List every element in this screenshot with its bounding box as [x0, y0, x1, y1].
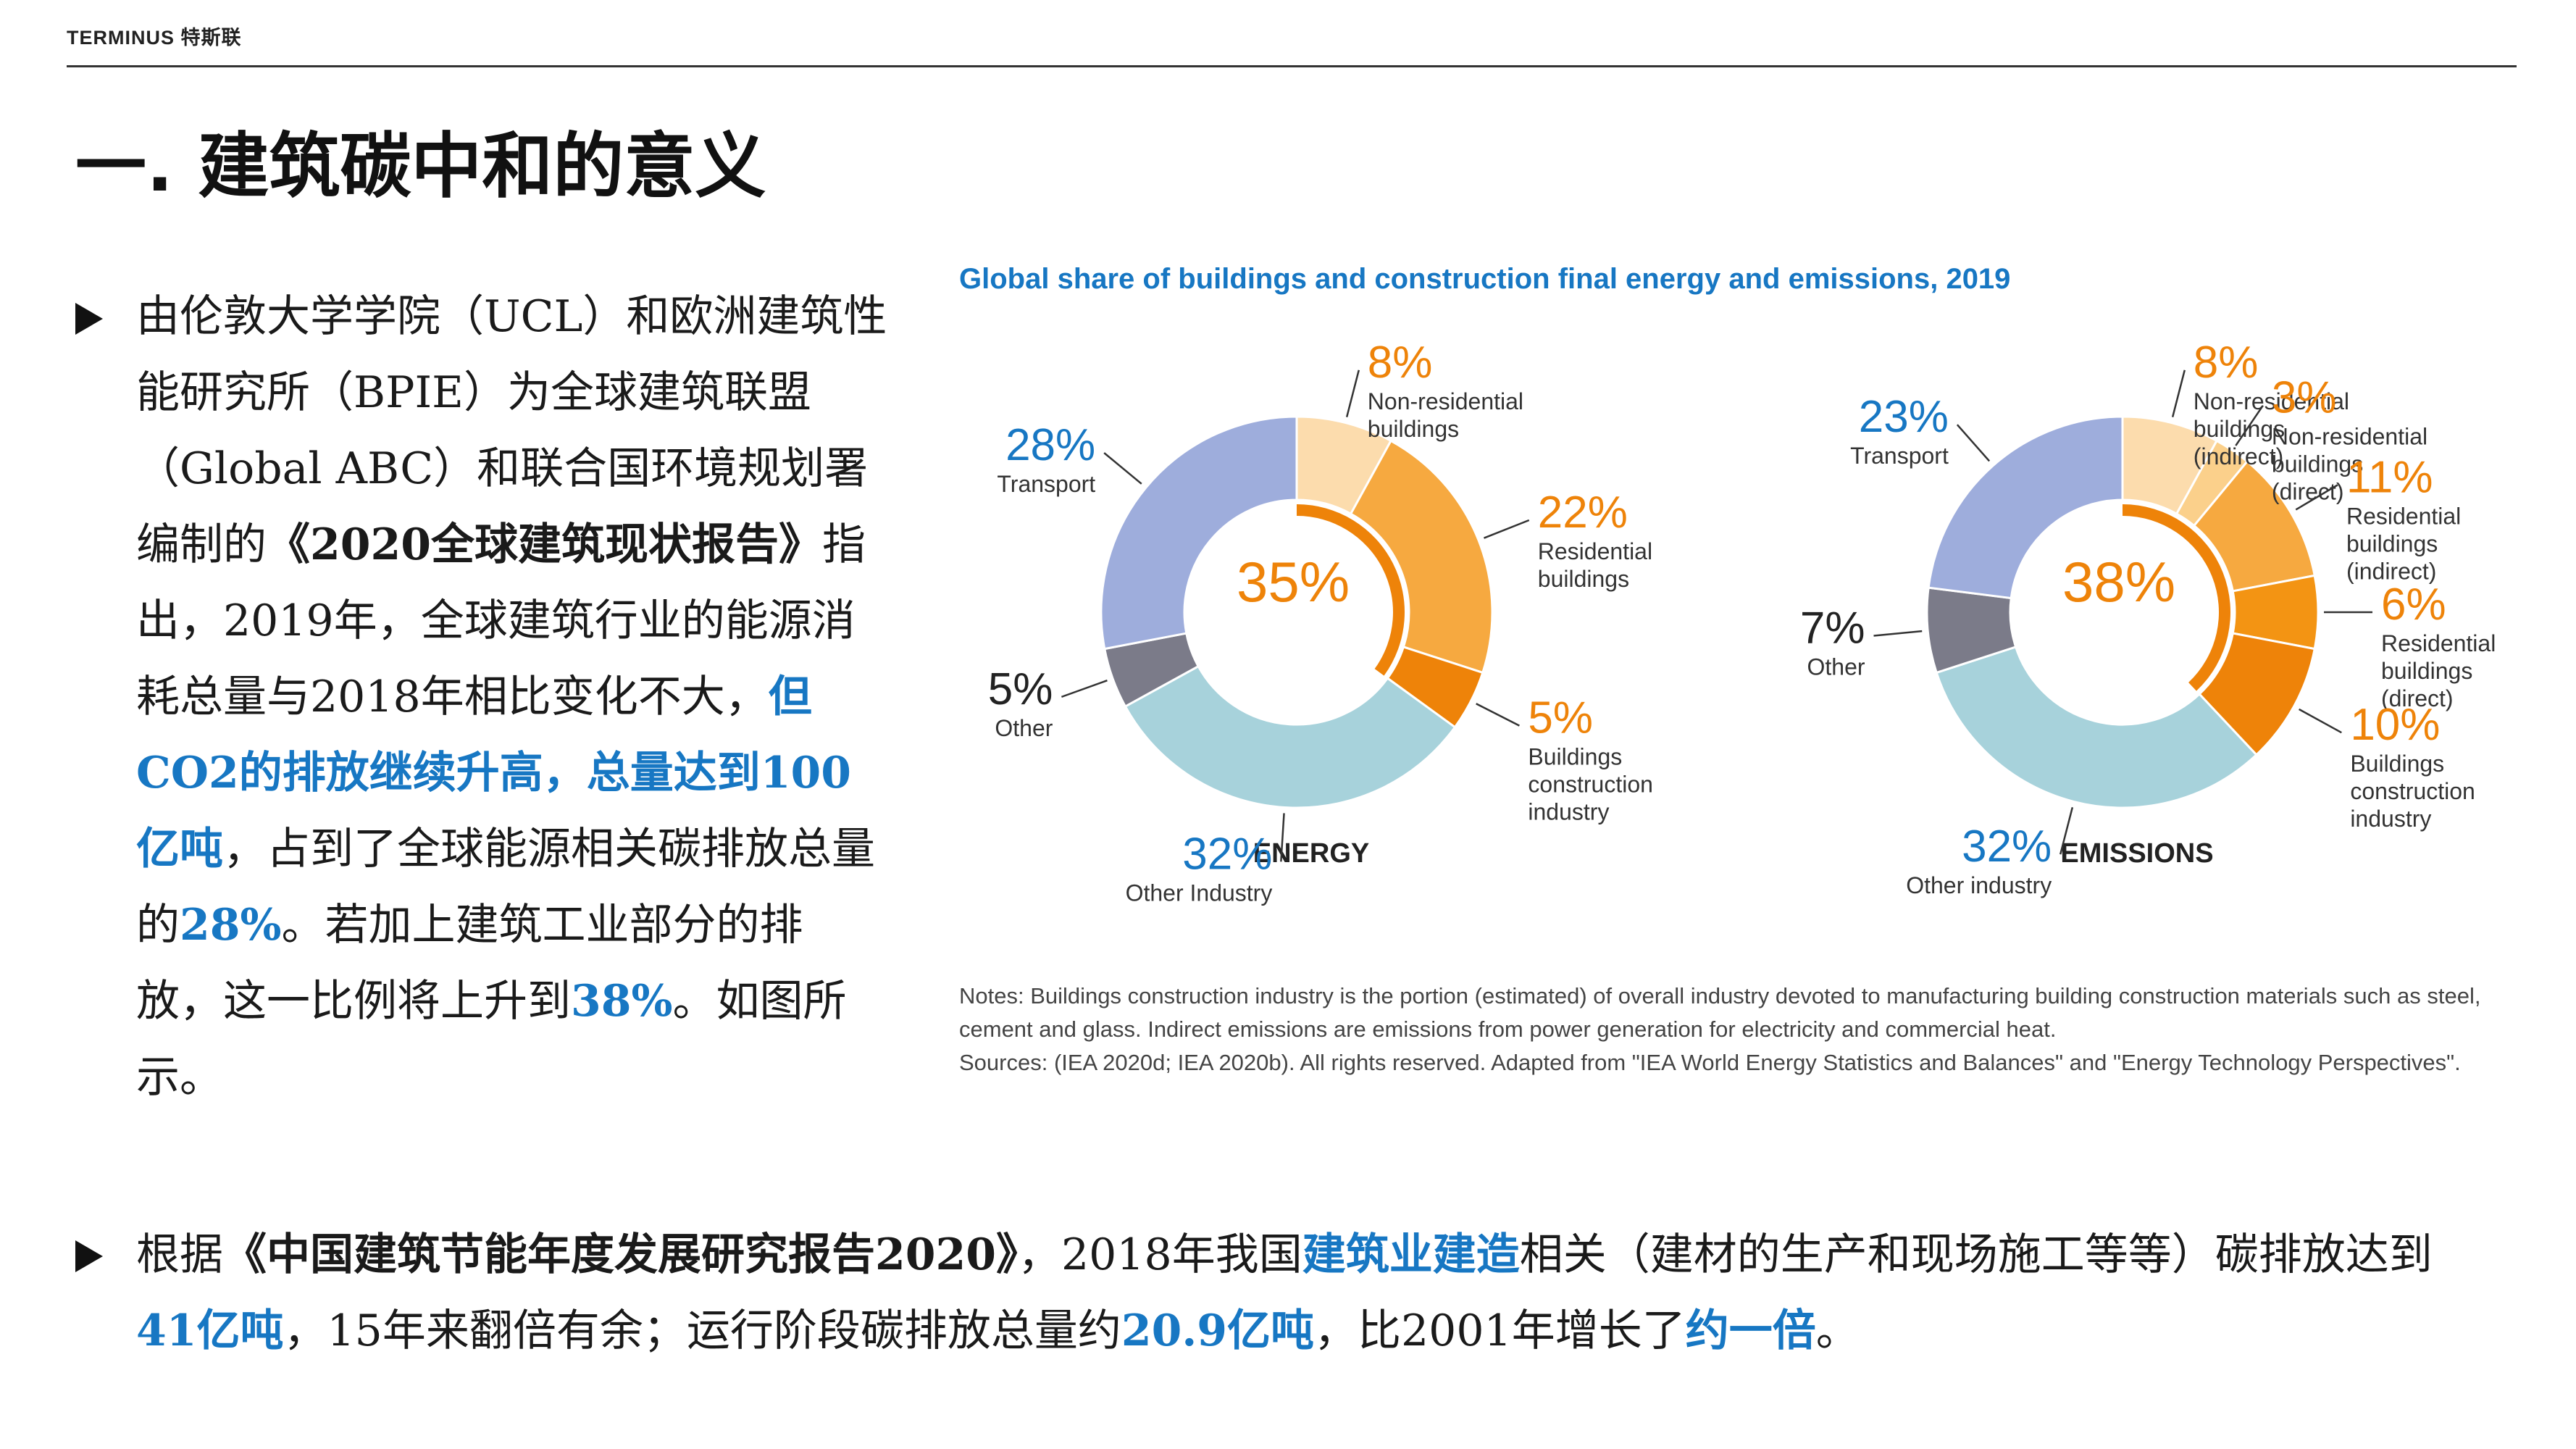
slice-label: (direct): [2381, 685, 2454, 711]
text: 相关（建材的生产和现场施工等等）碳排放达到: [1519, 1229, 2433, 1280]
slice-percent: 32%: [1182, 829, 1272, 879]
text: ，占到了全球能源相关碳排放总量的: [136, 824, 875, 951]
paragraph-china-report: 根据《中国建筑节能年度发展研究报告2020》，2018年我国建筑业建造相关（建材…: [136, 1217, 2454, 1369]
slice-percent: 5%: [988, 664, 1053, 714]
leader-line: [1476, 703, 1520, 727]
leader-line: [1484, 519, 1530, 539]
slice-percent: 8%: [1368, 338, 1433, 388]
highlight-20-9: 20.9亿吨: [1121, 1306, 1314, 1356]
text: 由伦敦大学学院（UCL）和欧洲建筑性能研究所（BPIE）为全球建筑联盟（Glob…: [136, 291, 887, 570]
slice-label: buildings: [2194, 416, 2285, 442]
header-divider: [67, 65, 2517, 67]
buildings-share-ring: [2123, 504, 2230, 691]
chart-name: ENERGY: [1253, 838, 1369, 869]
slice-label: industry: [1528, 799, 1609, 825]
bullet-arrow-icon: [75, 1240, 103, 1272]
chart-name: EMISSIONS: [2060, 838, 2213, 869]
buildings-share-ring: [1297, 504, 1405, 676]
slice-label: Residential: [2346, 503, 2461, 529]
slice-percent: 3%: [2272, 373, 2337, 423]
page-title: 一. 建筑碳中和的意义: [75, 125, 766, 208]
slice-label: Other Industry: [1126, 880, 1273, 906]
slice-label: construction: [2350, 778, 2475, 804]
slice-label: Buildings: [1528, 744, 1622, 770]
text: 。如图所示。: [136, 976, 847, 1103]
leader-line: [2299, 708, 2342, 734]
donut-slice: [1935, 646, 2258, 809]
slice-percent: 23%: [1859, 392, 1949, 442]
chart-title: Global share of buildings and constructi…: [959, 263, 2010, 295]
report-title: 《2020全球建筑现状报告》: [267, 519, 822, 570]
slice-label: Non-residential: [2194, 388, 2349, 414]
leader-line: [1873, 630, 1923, 637]
highlight-construction: 建筑业建造: [1302, 1229, 1520, 1280]
notes-text: Notes: Buildings construction industry i…: [959, 983, 2481, 1042]
sources-text: Sources: (IEA 2020d; IEA 2020b). All rig…: [959, 1050, 2461, 1075]
slice-percent: 32%: [1962, 822, 2052, 872]
bullet-arrow-icon: [75, 303, 103, 335]
slice-label: construction: [1528, 772, 1653, 798]
slice-label: (indirect): [2194, 443, 2283, 469]
slice-percent: 6%: [2381, 580, 2446, 630]
center-value: 35%: [1237, 550, 1350, 614]
text: ，15年来翻倍有余；运行阶段碳排放总量约: [283, 1306, 1121, 1356]
slice-percent: 10%: [2350, 700, 2440, 750]
text: 。若加上建筑工业部分的排放，这一比例将上升到: [136, 900, 803, 1027]
slice-label: (direct): [2272, 479, 2344, 505]
slice-label: industry: [2350, 806, 2431, 832]
text: 指出，2019年，全球建筑行业的能源消耗总量与2018年相比变化不大，: [136, 519, 866, 722]
highlight-double: 约一倍: [1685, 1306, 1816, 1356]
slice-label: buildings: [2272, 451, 2363, 477]
donut-charts: Global share of buildings and constructi…: [959, 263, 2496, 906]
slice-label: buildings: [2381, 658, 2472, 684]
slice-percent: 5%: [1528, 693, 1593, 743]
slice-label: Other: [1807, 653, 1865, 680]
text: 。: [1815, 1306, 1860, 1356]
highlight-28pct: 28%: [180, 900, 282, 951]
leader-line: [2235, 404, 2264, 446]
slice-label: Other: [995, 715, 1053, 741]
text: ，2018年我国: [1018, 1229, 1302, 1280]
leader-line: [2059, 806, 2074, 855]
paragraph-global-report: 由伦敦大学学院（UCL）和欧洲建筑性能研究所（BPIE）为全球建筑联盟（Glob…: [136, 279, 890, 1116]
highlight-41: 41亿吨: [136, 1306, 284, 1356]
slice-percent: 7%: [1800, 603, 1865, 653]
leader-line: [1061, 679, 1108, 698]
text: ，比2001年增长了: [1314, 1306, 1686, 1356]
leader-line: [1345, 369, 1360, 418]
slice-label: Non-residential: [1368, 388, 1523, 414]
slice-label: Buildings: [2350, 751, 2444, 777]
donut-slice: [1349, 439, 1494, 675]
slice-label: Residential: [1538, 538, 1652, 564]
slice-label: buildings: [1538, 566, 1629, 592]
slice-label: Other industry: [1906, 872, 2052, 898]
slice-label: Non-residential: [2272, 424, 2427, 450]
report-title: 《中国建筑节能年度发展研究报告2020》: [223, 1229, 1018, 1280]
brand-logo: TERMINUS 特斯联: [67, 27, 242, 49]
slice-percent: 22%: [1538, 488, 1628, 538]
text: 根据: [136, 1229, 223, 1280]
slice-label: Transport: [1850, 443, 1949, 469]
leader-line: [1103, 452, 1142, 485]
slice-label: Residential: [2381, 630, 2496, 656]
center-value: 38%: [2062, 550, 2175, 614]
donut-slice: [1927, 415, 2124, 600]
highlight-co2: 但CO2的排放继续升高，总量达到100亿吨: [136, 672, 852, 874]
slice-percent: 8%: [2194, 338, 2259, 388]
slice-label: (indirect): [2346, 558, 2436, 584]
chart-notes: Notes: Buildings construction industry i…: [959, 980, 2524, 1080]
leader-line: [2295, 484, 2338, 511]
slice-percent: 11%: [2346, 452, 2433, 502]
slice-label: Transport: [997, 471, 1095, 497]
donut-slice: [1100, 415, 1298, 651]
leader-line: [2171, 369, 2186, 418]
leader-line: [1956, 424, 1991, 462]
leader-line: [1280, 813, 1285, 862]
slice-label: buildings: [1368, 416, 1459, 442]
slice-label: buildings: [2346, 530, 2438, 556]
highlight-38pct: 38%: [571, 976, 673, 1027]
donut-slice: [1124, 664, 1457, 809]
slice-percent: 28%: [1005, 420, 1095, 470]
